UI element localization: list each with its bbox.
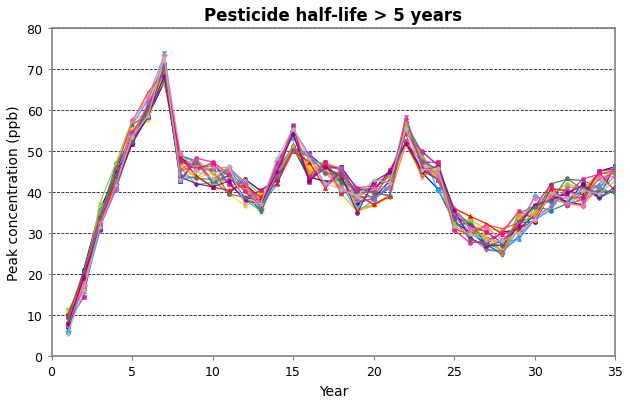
Y-axis label: Peak concentration (ppb): Peak concentration (ppb) — [7, 105, 21, 281]
Title: Pesticide half-life > 5 years: Pesticide half-life > 5 years — [204, 7, 462, 25]
X-axis label: Year: Year — [319, 384, 348, 398]
